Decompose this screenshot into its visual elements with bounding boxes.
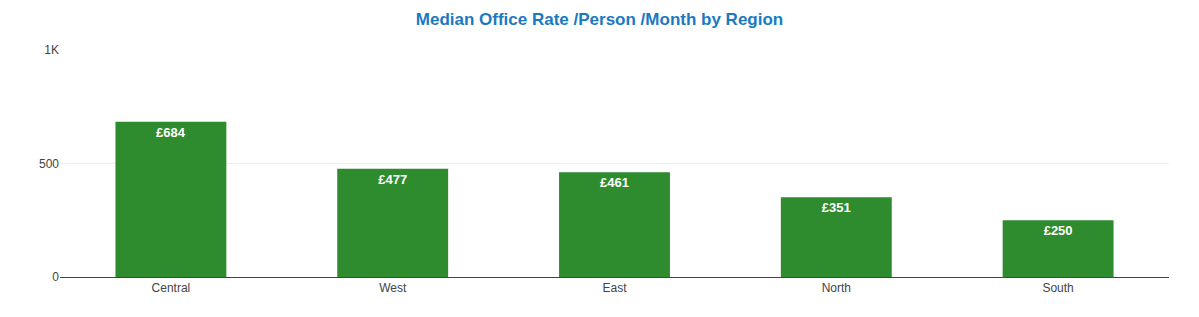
svg-text:1K: 1K bbox=[44, 43, 59, 57]
svg-text:Central: Central bbox=[152, 281, 191, 295]
svg-text:0: 0 bbox=[52, 270, 59, 284]
svg-text:£250: £250 bbox=[1044, 223, 1073, 238]
svg-text:£461: £461 bbox=[600, 175, 629, 190]
svg-text:£351: £351 bbox=[822, 200, 851, 215]
svg-text:West: West bbox=[379, 281, 407, 295]
svg-text:£684: £684 bbox=[156, 125, 186, 140]
svg-text:South: South bbox=[1042, 281, 1073, 295]
svg-text:North: North bbox=[822, 281, 851, 295]
svg-text:Median Office Rate /Person /Mo: Median Office Rate /Person /Month by Reg… bbox=[416, 10, 783, 29]
svg-text:500: 500 bbox=[39, 157, 59, 171]
svg-text:£477: £477 bbox=[378, 172, 407, 187]
svg-text:East: East bbox=[602, 281, 627, 295]
